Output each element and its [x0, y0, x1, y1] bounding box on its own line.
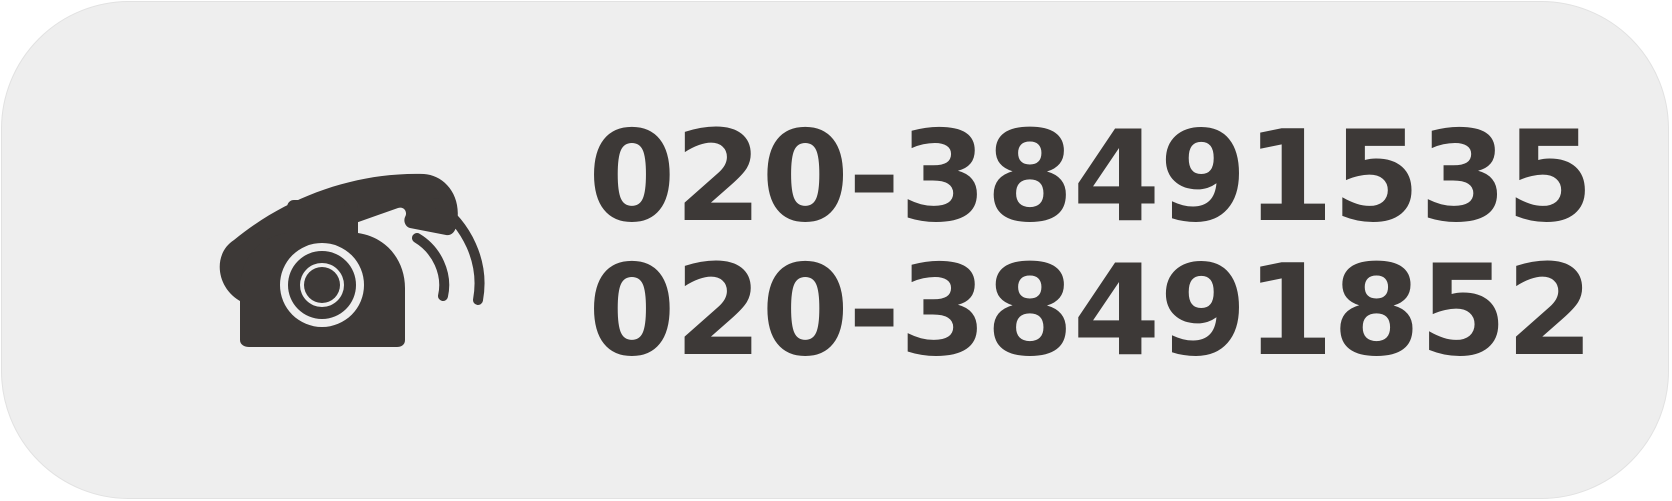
phone-number-1[interactable]: 020-38491535 [588, 103, 1594, 250]
phone-number-2[interactable]: 020-38491852 [588, 237, 1594, 384]
phone-number-list: 020-38491535 020-38491852 [588, 103, 1594, 384]
telephone-ringing-icon [219, 173, 485, 347]
